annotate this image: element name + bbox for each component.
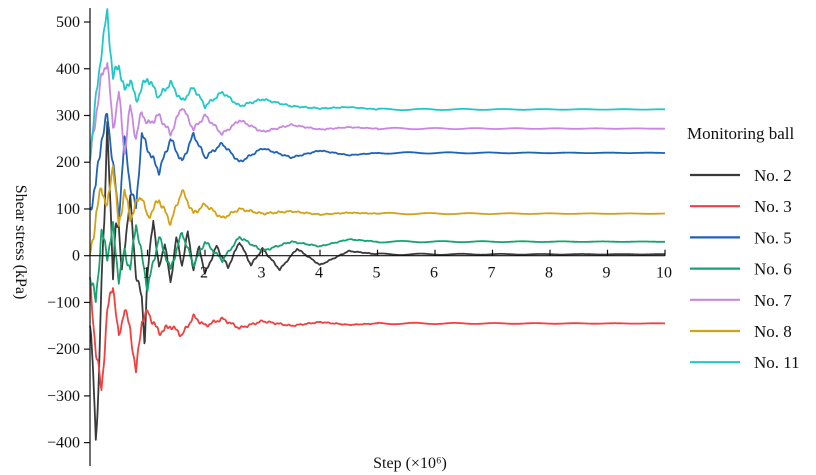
- legend-title: Monitoring ball: [687, 124, 794, 143]
- x-tick-label: 6: [430, 265, 438, 282]
- legend-label: No. 5: [754, 228, 792, 247]
- y-tick-label: 300: [56, 107, 80, 124]
- series-line-no-8: [89, 165, 666, 255]
- y-tick-label: 200: [56, 154, 80, 171]
- legend: Monitoring ball No. 2 No. 3 No. 5 No. 6 No. …: [687, 124, 800, 372]
- y-tick-label: 500: [56, 14, 80, 31]
- y-tick-label: −100: [47, 294, 80, 311]
- series-line-no-7: [89, 62, 666, 162]
- x-axis-title: Step (×10⁶): [373, 455, 447, 472]
- y-tick-label: −400: [47, 435, 80, 452]
- x-tick-label: 1: [143, 265, 151, 282]
- x-tick-label: 3: [258, 265, 266, 282]
- series-line-no-6: [89, 221, 666, 303]
- x-tick-label: 7: [488, 265, 496, 282]
- legend-label: No. 2: [754, 166, 792, 185]
- legend-label: No. 6: [754, 260, 792, 279]
- y-tick-label: 100: [56, 201, 80, 218]
- y-axis-title: Shear stress (kPa): [12, 185, 29, 300]
- x-tick-label: 8: [545, 265, 553, 282]
- y-axis-ticks: 500 400 300 200 100 0 −100 −200 −300 −400: [47, 14, 90, 452]
- legend-label: No. 3: [754, 197, 792, 216]
- y-tick-label: −200: [47, 341, 80, 358]
- legend-label: No. 8: [754, 322, 792, 341]
- x-tick-label: 10: [656, 265, 672, 282]
- y-tick-label: −300: [47, 388, 80, 405]
- x-tick-label: 4: [315, 265, 323, 282]
- series-line-no-3: [89, 276, 666, 391]
- legend-label: No. 7: [754, 291, 792, 310]
- x-tick-label: 5: [373, 265, 381, 282]
- series-line-no-5: [89, 113, 666, 221]
- y-tick-label: 0: [72, 248, 80, 265]
- x-axis-ticks: 1 2 3 4 5 6 7 8 9 10: [143, 249, 672, 282]
- y-tick-label: 400: [56, 61, 80, 78]
- series-lines: [89, 8, 666, 441]
- legend-label: No. 11: [754, 353, 800, 372]
- x-tick-label: 2: [200, 265, 208, 282]
- x-tick-label: 9: [603, 265, 611, 282]
- series-line-no-11: [89, 8, 666, 159]
